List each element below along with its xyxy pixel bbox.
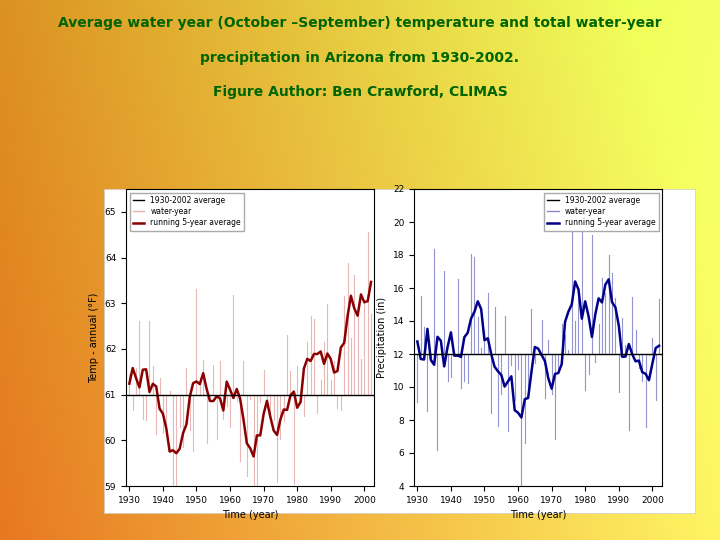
Text: Figure Author: Ben Crawford, CLIMAS: Figure Author: Ben Crawford, CLIMAS <box>212 85 508 99</box>
Y-axis label: Precipitation (in): Precipitation (in) <box>377 297 387 378</box>
Text: Average water year (October –September) temperature and total water-year: Average water year (October –September) … <box>58 16 662 30</box>
X-axis label: Time (year): Time (year) <box>510 510 567 520</box>
Legend: 1930-2002 average, water-year, running 5-year average: 1930-2002 average, water-year, running 5… <box>130 193 244 231</box>
Y-axis label: Temp - annual (°F): Temp - annual (°F) <box>89 292 99 383</box>
Legend: 1930-2002 average, water-year, running 5-year average: 1930-2002 average, water-year, running 5… <box>544 193 659 231</box>
X-axis label: Time (year): Time (year) <box>222 510 279 520</box>
Text: precipitation in Arizona from 1930-2002.: precipitation in Arizona from 1930-2002. <box>200 51 520 65</box>
